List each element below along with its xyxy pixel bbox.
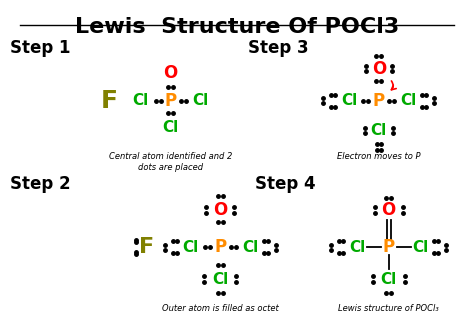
Text: O: O <box>164 64 178 82</box>
Text: O: O <box>372 60 386 78</box>
Text: P: P <box>214 238 226 256</box>
Text: F: F <box>139 237 155 257</box>
Text: F: F <box>100 88 118 113</box>
Text: Cl: Cl <box>371 123 387 138</box>
Text: Step 3: Step 3 <box>248 39 309 57</box>
Text: Cl: Cl <box>242 240 258 255</box>
Text: Cl: Cl <box>133 93 149 108</box>
Text: O: O <box>382 201 396 219</box>
Text: Cl: Cl <box>412 240 428 255</box>
Text: Step 1: Step 1 <box>10 39 71 57</box>
Text: Cl: Cl <box>182 240 199 255</box>
FancyArrowPatch shape <box>392 81 396 90</box>
Text: P: P <box>383 238 395 256</box>
Text: Step 2: Step 2 <box>10 175 71 193</box>
Text: Lewis structure of POCl₃: Lewis structure of POCl₃ <box>338 304 439 313</box>
Text: Central atom identified and 2
dots are placed: Central atom identified and 2 dots are p… <box>109 152 232 172</box>
Text: O: O <box>213 201 227 219</box>
Text: Electron moves to P: Electron moves to P <box>337 152 420 161</box>
Text: Cl: Cl <box>341 93 357 108</box>
Text: Cl: Cl <box>163 120 179 135</box>
Text: Cl: Cl <box>349 240 365 255</box>
Text: Cl: Cl <box>192 93 209 108</box>
Text: Outer atom is filled as octet: Outer atom is filled as octet <box>162 304 279 313</box>
Text: Cl: Cl <box>381 272 397 286</box>
Text: Cl: Cl <box>212 272 228 286</box>
Text: P: P <box>373 91 385 110</box>
Text: Lewis  Structure Of POCl3: Lewis Structure Of POCl3 <box>75 17 399 37</box>
Text: P: P <box>164 91 177 110</box>
Text: Step 4: Step 4 <box>255 175 316 193</box>
Text: Cl: Cl <box>401 93 417 108</box>
